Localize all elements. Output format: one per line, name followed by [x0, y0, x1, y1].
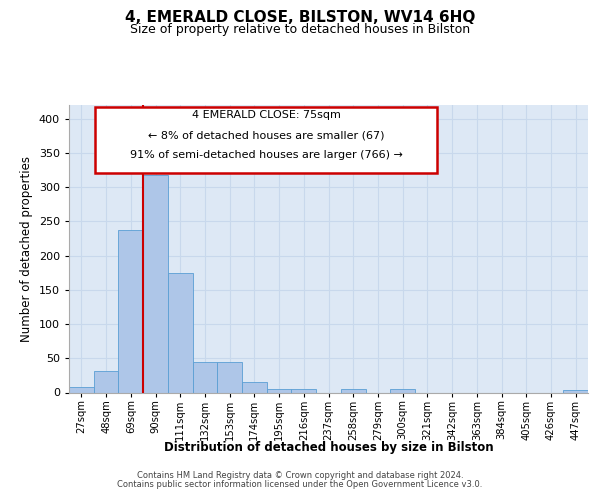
Text: Size of property relative to detached houses in Bilston: Size of property relative to detached ho…: [130, 24, 470, 36]
Bar: [94, 370, 118, 392]
Text: Contains public sector information licensed under the Open Government Licence v3: Contains public sector information licen…: [118, 480, 482, 489]
Bar: [217, 362, 242, 392]
Bar: [267, 389, 292, 392]
Bar: [118, 230, 143, 392]
Bar: [193, 362, 217, 392]
Bar: [390, 389, 415, 392]
Y-axis label: Number of detached properties: Number of detached properties: [20, 156, 33, 342]
Bar: [292, 389, 316, 392]
Bar: [563, 390, 588, 392]
Bar: [143, 175, 168, 392]
Text: 4, EMERALD CLOSE, BILSTON, WV14 6HQ: 4, EMERALD CLOSE, BILSTON, WV14 6HQ: [125, 10, 475, 25]
Text: 91% of semi-detached houses are larger (766) →: 91% of semi-detached houses are larger (…: [130, 150, 403, 160]
Bar: [69, 387, 94, 392]
Bar: [341, 389, 365, 392]
Text: ← 8% of detached houses are smaller (67): ← 8% of detached houses are smaller (67): [148, 130, 385, 140]
Text: 4 EMERALD CLOSE: 75sqm: 4 EMERALD CLOSE: 75sqm: [192, 110, 341, 120]
Bar: [168, 272, 193, 392]
Bar: [242, 382, 267, 392]
Text: Distribution of detached houses by size in Bilston: Distribution of detached houses by size …: [164, 441, 494, 454]
Text: Contains HM Land Registry data © Crown copyright and database right 2024.: Contains HM Land Registry data © Crown c…: [137, 471, 463, 480]
FancyBboxPatch shape: [95, 107, 437, 172]
